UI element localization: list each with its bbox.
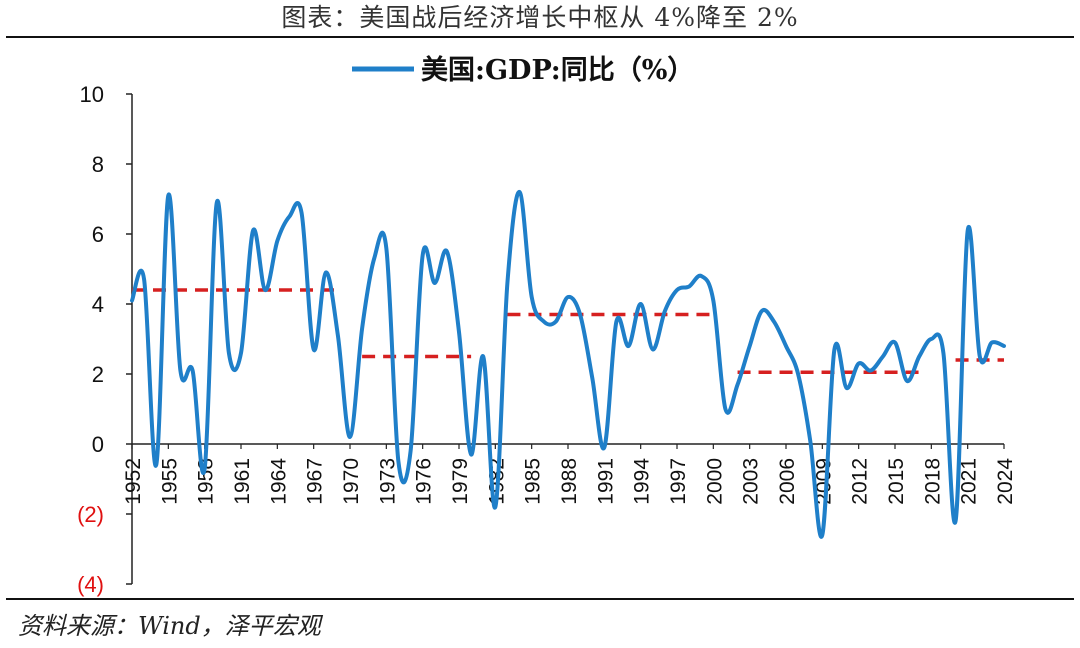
x-tick-label: 1964 <box>267 458 290 505</box>
top-rule <box>6 36 1074 38</box>
x-tick-label: 2021 <box>958 458 981 505</box>
x-tick-label: 1997 <box>667 458 690 505</box>
x-tick-label: 1973 <box>376 458 399 505</box>
x-tick-label: 2015 <box>885 458 908 505</box>
y-tick-label: 0 <box>92 432 104 457</box>
x-tick-label: 1952 <box>122 458 145 505</box>
x-tick-label: 1970 <box>340 458 363 505</box>
x-tick-label: 2003 <box>740 458 763 505</box>
y-tick-label: (2) <box>77 502 104 527</box>
series-layer <box>130 189 1006 539</box>
x-tick-label: 2012 <box>849 458 872 505</box>
source-note: 资料来源：Wind，泽平宏观 <box>18 612 321 640</box>
bottom-rule <box>6 598 1074 600</box>
legend: 美国:GDP:同比（%） <box>352 54 694 86</box>
x-tick-label: 2018 <box>921 458 944 505</box>
x-tick-label: 1994 <box>631 458 654 505</box>
gdp-yoy-series-line <box>130 189 1006 539</box>
y-tick-label: 8 <box>92 152 104 177</box>
period-mean-lines <box>132 288 1004 374</box>
x-axis: 1952 1955 1958 1961 1964 1967 1970 1973 1976 1979… <box>122 443 1017 505</box>
y-tick-label: 4 <box>92 292 104 317</box>
x-tick-label: 1979 <box>449 458 472 505</box>
x-tick-label: 1967 <box>304 458 327 505</box>
x-tick-label: 1976 <box>413 458 436 505</box>
x-tick-label: 1991 <box>594 458 617 505</box>
x-tick-label: 2006 <box>776 458 799 505</box>
legend-label: 美国:GDP:同比（%） <box>421 54 694 86</box>
x-tick-label: 2009 <box>812 458 835 505</box>
x-tick-label: 2024 <box>994 458 1017 505</box>
y-tick-label: 2 <box>92 362 104 387</box>
x-tick-label: 1988 <box>558 458 581 505</box>
y-tick-label: 10 <box>80 82 104 107</box>
x-tick-label: 1961 <box>231 458 254 505</box>
x-tick-label: 1955 <box>158 458 181 505</box>
x-tick-label: 1985 <box>522 458 545 505</box>
y-tick-label: (4) <box>77 572 104 597</box>
x-tick-label: 2000 <box>703 458 726 505</box>
y-tick-label: 6 <box>92 222 104 247</box>
figure-title: 图表：美国战后经济增长中枢从 4%降至 2% <box>281 3 799 32</box>
y-axis: 10 8 6 4 2 0 (2) (4) <box>77 82 133 597</box>
